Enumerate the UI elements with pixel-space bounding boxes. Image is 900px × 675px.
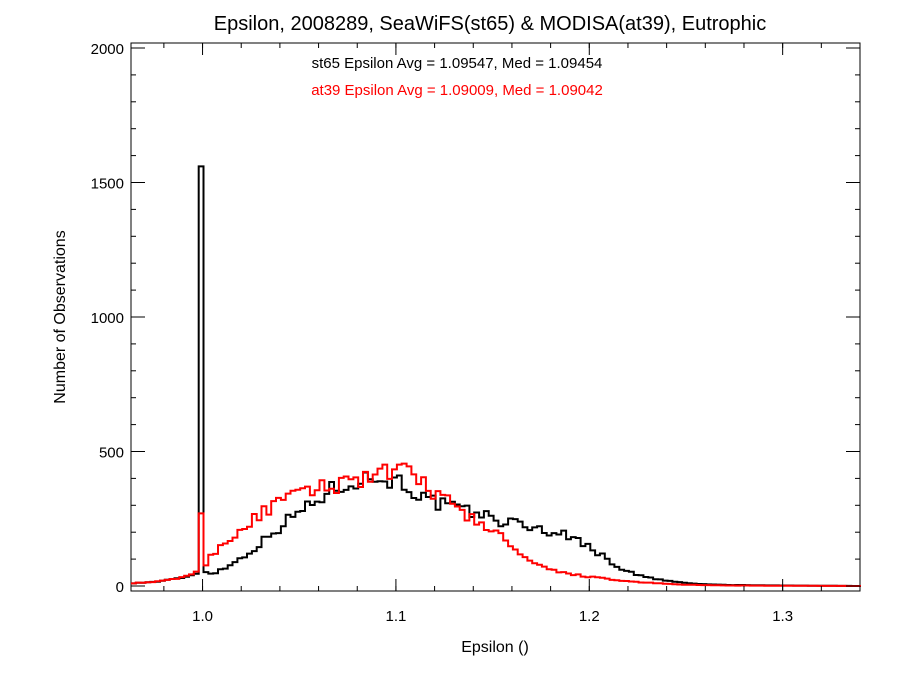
annotation-st65: st65 Epsilon Avg = 1.09547, Med = 1.0945… bbox=[312, 55, 603, 72]
series-line-1 bbox=[131, 462, 861, 587]
x-tick-label: 1.1 bbox=[385, 608, 406, 625]
y-axis-title: Number of Observations bbox=[52, 230, 69, 403]
x-tick-label: 1.0 bbox=[192, 608, 213, 625]
plot-area: 1.0 1.1 1.2 1.3 0 500 1000 1500 2000 bbox=[91, 41, 861, 625]
y-tick-label: 1500 bbox=[91, 176, 124, 193]
y-axis-ticks: 0 500 1000 1500 2000 bbox=[91, 41, 860, 596]
annotation-at39: at39 Epsilon Avg = 1.09009, Med = 1.0904… bbox=[311, 82, 603, 99]
x-axis-title: Epsilon () bbox=[461, 639, 529, 656]
x-tick-label: 1.2 bbox=[579, 608, 600, 625]
y-tick-label: 500 bbox=[99, 445, 124, 462]
series-line-0 bbox=[131, 165, 861, 587]
x-axis-ticks: 1.0 1.1 1.2 1.3 bbox=[163, 43, 861, 625]
y-tick-label: 0 bbox=[116, 579, 124, 596]
chart-title: Epsilon, 2008289, SeaWiFS(st65) & MODISA… bbox=[214, 13, 766, 35]
y-tick-label: 2000 bbox=[91, 41, 124, 58]
series-layer bbox=[131, 165, 861, 587]
y-tick-label: 1000 bbox=[91, 310, 124, 327]
x-tick-label: 1.3 bbox=[772, 608, 793, 625]
plot-frame bbox=[130, 42, 861, 592]
